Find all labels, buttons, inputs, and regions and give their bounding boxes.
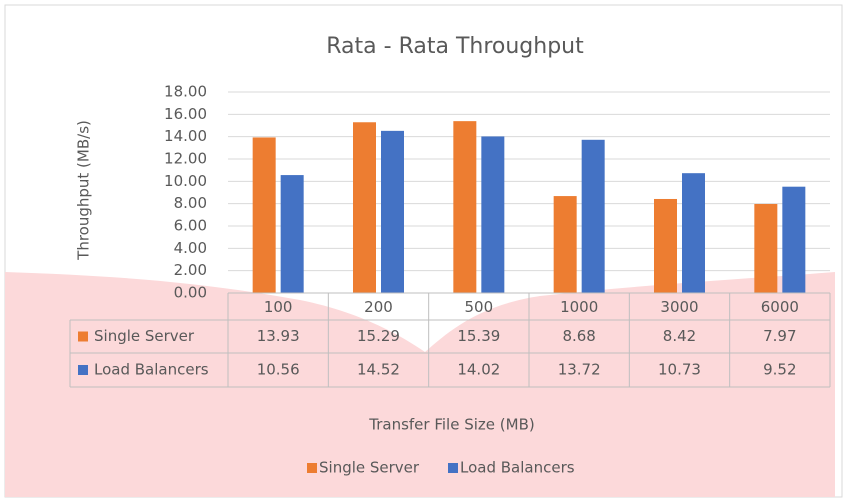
x-tick-label: 3000 — [660, 298, 698, 316]
chart-title: Rata - Rata Throughput — [326, 34, 584, 59]
overlay — [5, 272, 835, 497]
table-cell: 8.68 — [562, 327, 595, 345]
row-label: Single Server — [94, 327, 195, 345]
legend-key — [78, 365, 88, 375]
table-cell: 10.73 — [658, 361, 701, 379]
legend-key — [448, 463, 458, 473]
y-axis-title: Throughput (MB/s) — [75, 120, 93, 261]
legend-key — [307, 463, 317, 473]
bar — [553, 196, 577, 293]
table-cell: 14.02 — [457, 361, 500, 379]
bar — [754, 204, 778, 293]
legend-key — [78, 331, 88, 342]
bar — [782, 186, 806, 293]
x-tick-label: 200 — [364, 298, 393, 316]
table-cell: 15.29 — [357, 327, 400, 345]
bar — [381, 130, 404, 293]
x-axis-title: Transfer File Size (MB) — [368, 416, 534, 434]
bar — [252, 137, 276, 293]
bar — [654, 198, 677, 293]
x-tick-label: 500 — [465, 298, 494, 316]
table-cell: 10.56 — [257, 361, 300, 379]
table-cell: 7.97 — [763, 327, 796, 345]
y-tick-label: 8.00 — [174, 194, 207, 212]
row-label: Load Balancers — [94, 361, 209, 379]
y-tick-label: 16.00 — [164, 105, 207, 123]
x-tick-label: 100 — [264, 298, 293, 316]
table-cell: 9.52 — [763, 361, 796, 379]
table-cell: 13.72 — [558, 361, 601, 379]
y-tick-label: 4.00 — [174, 239, 207, 257]
y-tick-label: 6.00 — [174, 217, 207, 235]
bar — [280, 175, 304, 293]
bar — [353, 122, 376, 294]
bar — [453, 121, 477, 294]
table-cell: 15.39 — [457, 327, 500, 345]
bar — [581, 139, 605, 293]
table-cell: 14.52 — [357, 361, 400, 379]
bar — [682, 173, 705, 293]
bar — [481, 136, 505, 293]
y-tick-label: 0.00 — [174, 284, 207, 302]
table-cell: 13.93 — [257, 327, 300, 345]
y-tick-label: 10.00 — [164, 172, 207, 190]
legend-label: Load Balancers — [460, 459, 575, 477]
table-cell: 8.42 — [663, 327, 696, 345]
y-tick-label: 2.00 — [174, 261, 207, 279]
x-tick-label: 1000 — [560, 298, 598, 316]
legend-label: Single Server — [319, 459, 420, 477]
y-tick-label: 12.00 — [164, 150, 207, 168]
y-tick-label: 14.00 — [164, 127, 207, 145]
y-tick-label: 18.00 — [164, 83, 207, 101]
x-tick-label: 6000 — [761, 298, 799, 316]
